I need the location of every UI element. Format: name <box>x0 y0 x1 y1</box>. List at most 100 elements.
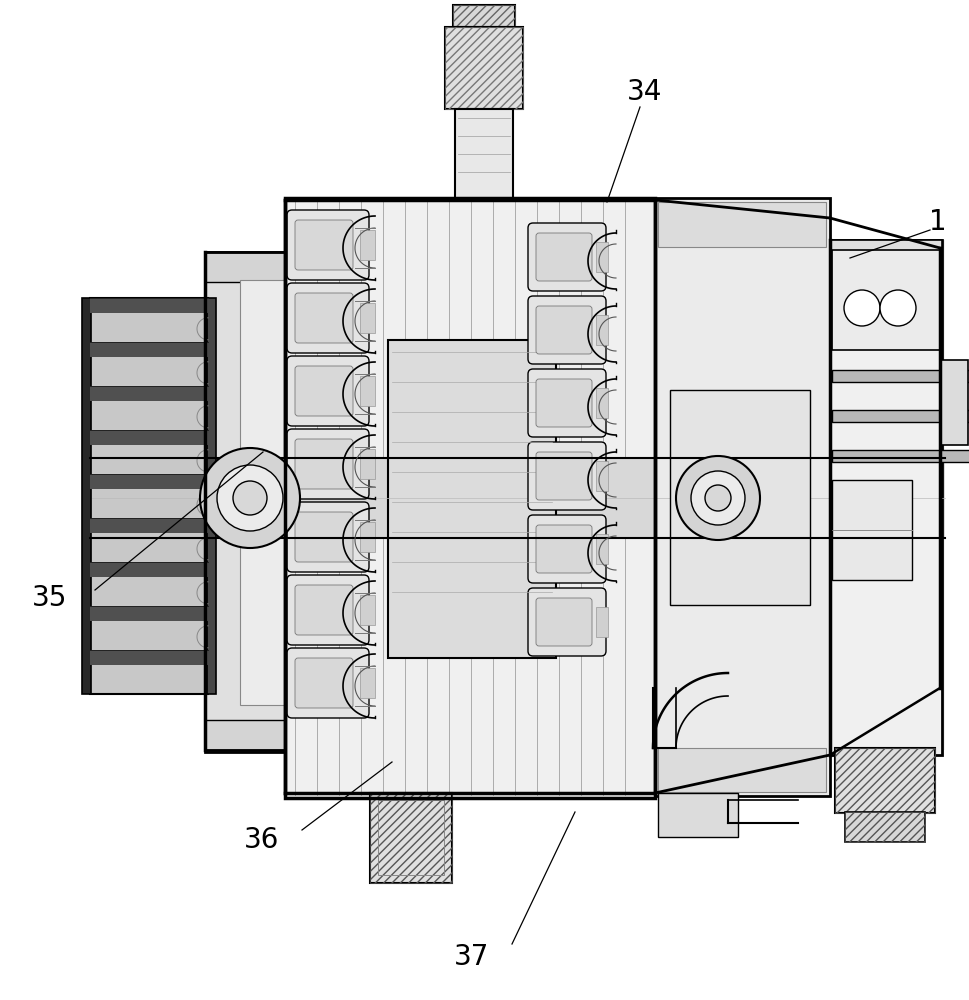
Bar <box>370 793 452 883</box>
FancyBboxPatch shape <box>295 512 353 562</box>
Bar <box>596 315 608 345</box>
Circle shape <box>200 448 300 548</box>
Text: 34: 34 <box>627 78 663 106</box>
Text: 1: 1 <box>929 208 947 236</box>
Bar <box>596 607 608 637</box>
FancyBboxPatch shape <box>528 515 606 583</box>
FancyBboxPatch shape <box>295 439 353 489</box>
Bar <box>378 800 444 875</box>
FancyBboxPatch shape <box>287 356 369 426</box>
Bar <box>360 668 375 698</box>
Bar <box>445 27 523 109</box>
Bar <box>845 812 925 842</box>
Bar <box>658 793 738 837</box>
Bar <box>240 280 285 470</box>
Circle shape <box>676 456 760 540</box>
Bar <box>445 27 523 109</box>
FancyBboxPatch shape <box>295 293 353 343</box>
FancyBboxPatch shape <box>536 306 592 354</box>
Bar <box>360 449 375 479</box>
Bar <box>832 450 969 462</box>
FancyBboxPatch shape <box>528 442 606 510</box>
Text: 35: 35 <box>32 584 68 612</box>
Bar <box>360 595 375 625</box>
Bar <box>845 812 925 842</box>
Bar <box>360 303 375 333</box>
FancyBboxPatch shape <box>287 502 369 572</box>
Circle shape <box>880 290 916 326</box>
FancyBboxPatch shape <box>528 296 606 364</box>
FancyBboxPatch shape <box>536 379 592 427</box>
Bar <box>596 388 608 418</box>
Bar <box>832 250 942 350</box>
Bar <box>82 298 91 694</box>
FancyBboxPatch shape <box>295 366 353 416</box>
FancyBboxPatch shape <box>536 525 592 573</box>
Bar <box>596 534 608 564</box>
FancyBboxPatch shape <box>287 648 369 718</box>
Bar <box>205 252 285 752</box>
Bar <box>90 342 208 357</box>
Bar <box>90 386 208 401</box>
Bar <box>240 530 285 705</box>
Bar <box>205 252 285 282</box>
Bar <box>670 390 810 605</box>
Bar <box>90 606 208 621</box>
Bar <box>453 5 515 27</box>
Bar <box>205 720 285 750</box>
FancyBboxPatch shape <box>287 575 369 645</box>
FancyBboxPatch shape <box>287 210 369 280</box>
Bar <box>90 518 208 533</box>
Text: 37: 37 <box>454 943 489 971</box>
Bar <box>832 410 969 422</box>
Bar <box>455 109 513 199</box>
Bar <box>90 430 208 445</box>
Bar <box>830 240 942 295</box>
FancyBboxPatch shape <box>536 452 592 500</box>
FancyBboxPatch shape <box>528 223 606 291</box>
Bar <box>207 298 216 694</box>
Bar <box>90 650 208 665</box>
Bar <box>285 198 655 798</box>
Bar <box>90 562 208 577</box>
FancyBboxPatch shape <box>528 588 606 656</box>
Bar <box>360 376 375 406</box>
Bar <box>453 5 515 27</box>
Bar <box>832 370 969 382</box>
FancyBboxPatch shape <box>536 233 592 281</box>
Bar <box>835 748 935 813</box>
Bar <box>285 198 655 798</box>
Bar <box>832 480 912 580</box>
Circle shape <box>844 290 880 326</box>
Circle shape <box>233 481 267 515</box>
Bar <box>360 522 375 552</box>
Bar <box>835 748 935 813</box>
FancyBboxPatch shape <box>295 585 353 635</box>
Bar <box>90 474 208 489</box>
Bar <box>658 202 826 247</box>
Bar <box>830 240 945 750</box>
Bar <box>596 242 608 272</box>
Circle shape <box>691 471 745 525</box>
Bar <box>90 458 945 538</box>
Bar <box>655 198 830 796</box>
Bar <box>830 240 942 755</box>
FancyBboxPatch shape <box>287 283 369 353</box>
Bar <box>360 230 375 260</box>
FancyBboxPatch shape <box>295 658 353 708</box>
Bar <box>658 748 826 792</box>
FancyBboxPatch shape <box>287 429 369 499</box>
Circle shape <box>705 485 731 511</box>
FancyBboxPatch shape <box>528 369 606 437</box>
Bar <box>655 198 830 796</box>
Bar <box>90 298 208 694</box>
Bar <box>90 298 208 313</box>
Bar <box>205 252 285 752</box>
FancyBboxPatch shape <box>295 220 353 270</box>
Bar <box>388 340 556 658</box>
Circle shape <box>217 465 283 531</box>
Bar <box>370 793 452 883</box>
Bar <box>940 360 968 445</box>
FancyBboxPatch shape <box>536 598 592 646</box>
Text: 36: 36 <box>244 826 280 854</box>
